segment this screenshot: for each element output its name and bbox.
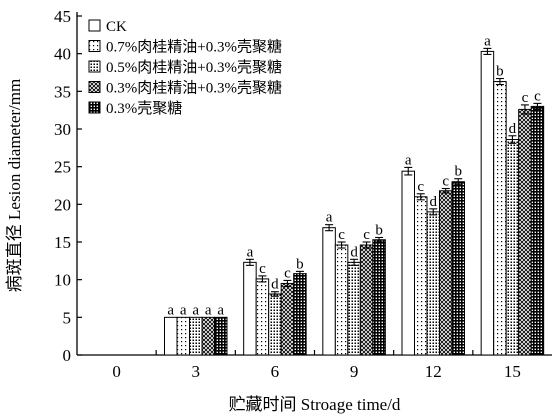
bar <box>493 81 507 356</box>
significance-label: a <box>167 302 174 318</box>
x-axis-ticks: 0 3 6 9 12 15 <box>112 350 521 381</box>
x-tick-label: 6 <box>271 362 280 381</box>
x-axis-title: 贮藏时间 Stroage time/d <box>229 395 401 414</box>
y-axis-title-group: 病斑直径 Lesion diameter/mm <box>5 79 24 292</box>
y-tick-label: 45 <box>54 7 71 26</box>
legend-swatch <box>88 101 101 114</box>
y-tick-label: 15 <box>54 233 71 252</box>
significance-label: b <box>455 164 463 180</box>
y-axis-title: 病斑直径 Lesion diameter/mm <box>5 79 24 292</box>
significance-label: a <box>217 302 224 318</box>
y-tick-label: 10 <box>54 271 71 290</box>
significance-label: c <box>338 227 345 243</box>
bar <box>518 108 532 356</box>
bar <box>243 261 257 356</box>
significance-label: c <box>259 261 266 277</box>
significance-label: b <box>496 64 504 80</box>
x-tick-label: 12 <box>425 362 442 381</box>
significance-label: c <box>442 174 449 190</box>
bar <box>505 139 520 356</box>
bar <box>372 239 386 356</box>
bar <box>164 316 178 356</box>
significance-label: a <box>326 210 333 226</box>
significance-label: d <box>509 121 517 137</box>
significance-label: a <box>192 302 199 318</box>
bar <box>280 282 295 356</box>
legend-label: CK <box>106 19 127 35</box>
y-tick-label: 30 <box>54 120 71 139</box>
y-tick-label: 35 <box>54 82 71 101</box>
legend-label: 0.3%肉桂精油+0.3%壳聚糖 <box>106 80 282 97</box>
legend-swatch <box>88 19 101 32</box>
y-tick-label: 40 <box>54 45 71 64</box>
x-tick-label: 0 <box>112 362 121 381</box>
x-tick-label: 3 <box>192 362 201 381</box>
bar <box>451 181 465 356</box>
significance-label: c <box>534 88 541 104</box>
legend-label: 0.7%肉桂精油+0.3%壳聚糖 <box>106 39 282 56</box>
significance-label: a <box>405 152 412 168</box>
bar <box>322 227 336 356</box>
significance-label: c <box>363 227 370 243</box>
bar <box>426 211 440 356</box>
significance-label: d <box>350 244 358 260</box>
bar <box>347 261 361 356</box>
y-tick-label: 20 <box>54 195 71 214</box>
bar <box>530 105 545 356</box>
legend-swatch <box>88 40 101 52</box>
bar <box>189 316 203 356</box>
significance-label: b <box>296 256 304 272</box>
y-tick-label: 25 <box>54 158 71 177</box>
bar <box>439 190 453 356</box>
significance-label: a <box>205 302 212 318</box>
legend-label: 0.3%壳聚糖 <box>106 100 182 117</box>
significance-label: d <box>271 277 279 293</box>
legend-swatch <box>88 81 101 93</box>
bar <box>359 244 374 356</box>
significance-label: d <box>430 194 438 210</box>
bar <box>214 316 228 356</box>
bar <box>334 244 349 356</box>
x-tick-label: 15 <box>504 362 521 381</box>
y-axis-ticks: 0 5 10 15 20 25 30 35 40 45 <box>54 7 82 365</box>
bar <box>268 293 282 356</box>
y-tick-label: 5 <box>63 308 72 327</box>
significance-label: c <box>284 265 291 281</box>
x-tick-label: 9 <box>350 362 359 381</box>
significance-label: a <box>484 33 491 49</box>
significance-label: c <box>417 179 424 195</box>
significance-label: a <box>180 302 187 318</box>
significance-label: a <box>247 244 254 260</box>
significance-label: c <box>522 90 529 106</box>
bar <box>293 273 307 356</box>
bar <box>401 170 415 356</box>
y-tick-label: 0 <box>63 346 72 365</box>
bar <box>176 316 190 356</box>
legend: CK 0.7%肉桂精油+0.3%壳聚糖 0.5%肉桂精油+0.3%壳聚糖 0.3%肉桂… <box>88 19 282 117</box>
bar <box>255 278 270 356</box>
legend-swatch <box>88 60 101 73</box>
bar <box>414 196 428 356</box>
significance-label: b <box>375 222 383 238</box>
bar <box>201 316 215 356</box>
legend-label: 0.5%肉桂精油+0.3%壳聚糖 <box>106 59 282 76</box>
bar <box>480 50 495 356</box>
